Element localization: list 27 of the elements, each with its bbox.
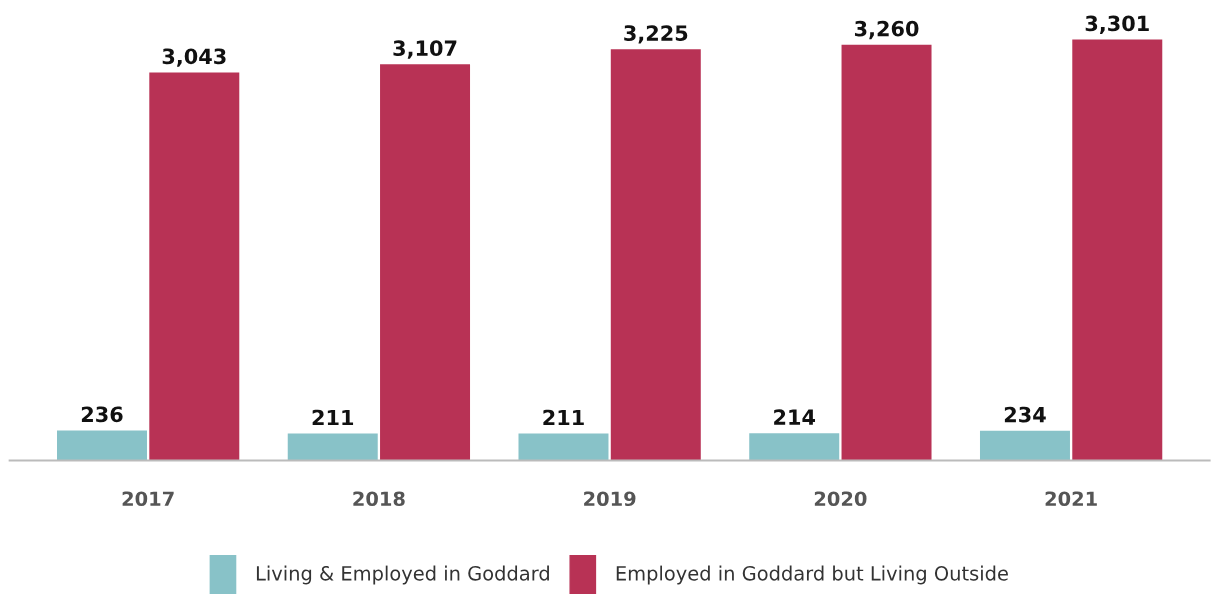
bar (380, 64, 471, 461)
data-label: 3,301 (1085, 15, 1149, 34)
bar (1072, 39, 1163, 461)
bar (841, 44, 932, 461)
bar (518, 433, 609, 461)
data-label: 3,260 (854, 20, 919, 40)
data-label: 3,225 (624, 25, 688, 44)
x-tick-label: 2017 (122, 491, 174, 507)
bar (57, 430, 147, 461)
legend-label: Living & Employed in Goddard (256, 565, 549, 585)
bar (749, 433, 840, 461)
data-label: 211 (312, 409, 354, 426)
legend-label: Employed in Goddard but Living Outside (616, 565, 1008, 585)
bar (287, 433, 378, 461)
bar (979, 430, 1070, 461)
data-label: 236 (81, 406, 123, 423)
data-label: 214 (774, 409, 816, 425)
x-tick-label: 2019 (584, 491, 636, 507)
bar (610, 49, 701, 461)
data-label: 234 (1004, 406, 1046, 423)
bar (149, 72, 240, 461)
data-label: 3,043 (162, 48, 226, 67)
data-label: 3,107 (393, 40, 457, 59)
x-tick-label: 2021 (1045, 491, 1097, 507)
x-tick-label: 2018 (353, 491, 405, 507)
data-label: 211 (543, 409, 584, 426)
x-tick-label: 2020 (814, 491, 867, 507)
